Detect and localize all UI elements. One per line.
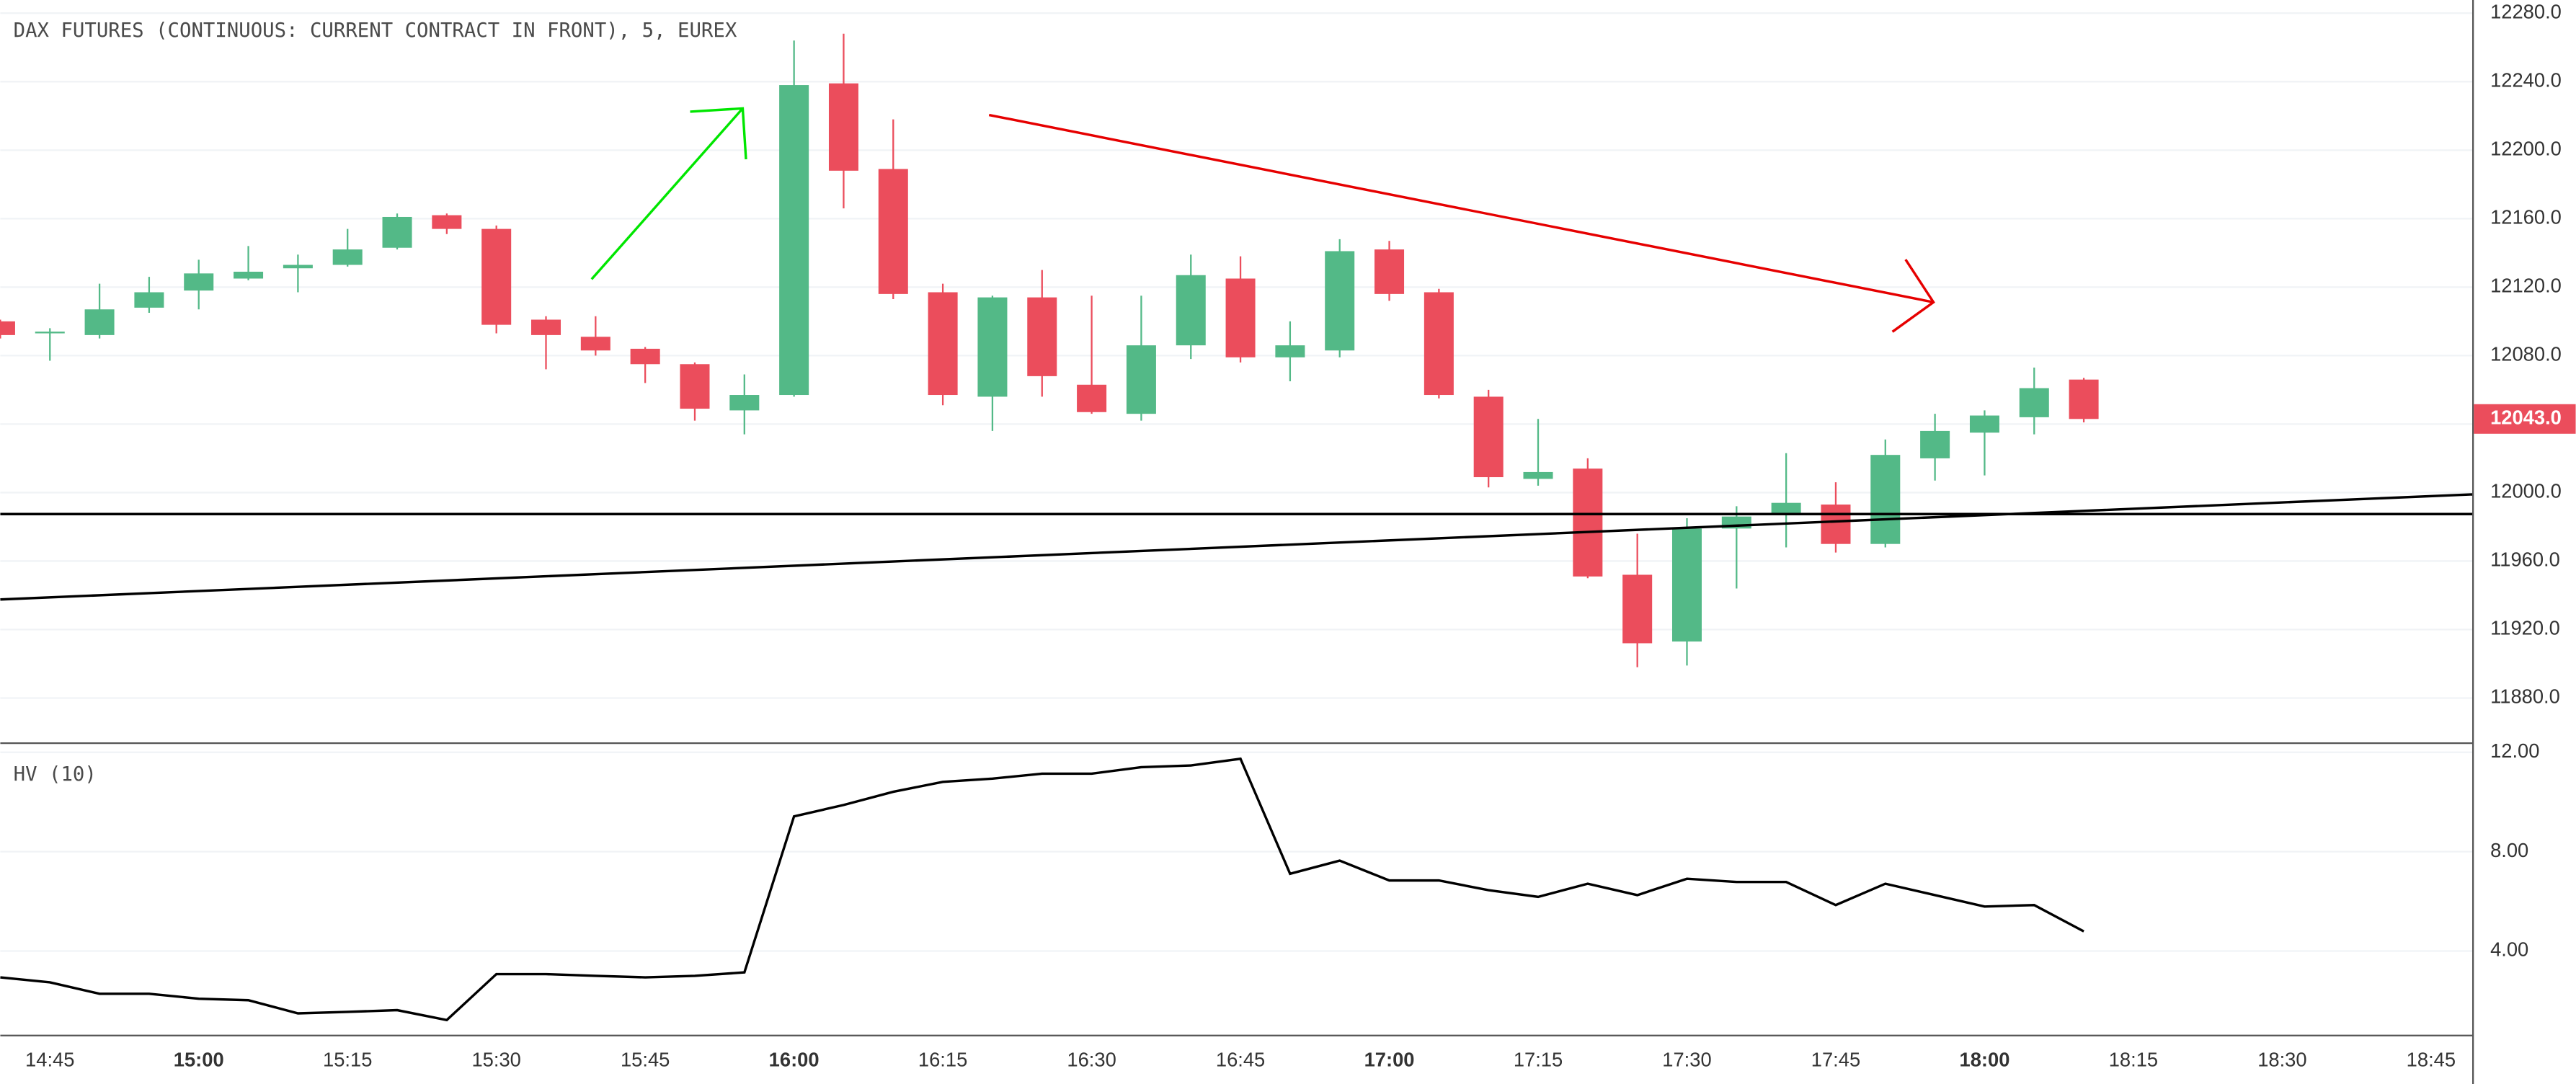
y-tick-label: 12.00 xyxy=(2490,739,2539,762)
candle-body xyxy=(1424,292,1454,396)
candle-body xyxy=(1573,468,1603,577)
last-price-marker xyxy=(2474,404,2576,434)
x-tick-label: 16:30 xyxy=(1067,1048,1116,1070)
candle-body xyxy=(382,216,412,248)
candle-body xyxy=(2019,388,2049,417)
candle-body xyxy=(1771,502,1801,513)
green-arrow-head xyxy=(690,107,747,160)
y-tick-label: 12240.0 xyxy=(2490,69,2562,92)
x-tick-label: 18:45 xyxy=(2407,1048,2456,1070)
chart-title: DAX FUTURES (CONTINUOUS: CURRENT CONTRAC… xyxy=(14,19,737,42)
candle-body xyxy=(531,319,561,335)
candle-body xyxy=(84,309,115,335)
candle-body xyxy=(1077,384,1107,412)
candle-body xyxy=(729,395,760,411)
candle-body xyxy=(1374,249,1405,294)
y-tick-label: 12160.0 xyxy=(2490,206,2562,228)
x-tick-label: 18:30 xyxy=(2257,1048,2306,1070)
candle-body xyxy=(35,332,65,334)
x-tick-label: 15:15 xyxy=(323,1048,372,1070)
last-price-label: 12043.0 xyxy=(2490,406,2562,429)
candle-body xyxy=(779,85,809,396)
candle-body xyxy=(680,364,710,409)
candle-body xyxy=(0,321,15,335)
y-tick-label: 11920.0 xyxy=(2490,617,2560,639)
y-tick-label: 12000.0 xyxy=(2490,480,2562,502)
candle-body xyxy=(283,265,313,269)
candle-body xyxy=(1969,415,1999,433)
x-tick-label: 16:15 xyxy=(918,1048,967,1070)
x-tick-label: 16:00 xyxy=(769,1048,820,1070)
candle-body xyxy=(1325,251,1355,351)
y-tick-label: 12080.0 xyxy=(2490,343,2562,365)
candle-body xyxy=(1671,528,1702,642)
candle-body xyxy=(481,228,512,325)
y-tick-label: 4.00 xyxy=(2490,938,2528,961)
candle-body xyxy=(1176,275,1206,346)
candle-body xyxy=(432,215,462,229)
x-tick-label: 14:45 xyxy=(25,1048,74,1070)
candle-body xyxy=(878,169,908,294)
y-tick-label: 8.00 xyxy=(2490,839,2528,861)
indicator-title: HV (10) xyxy=(14,763,97,786)
candle-body xyxy=(977,297,1008,397)
x-tick-label: 15:30 xyxy=(471,1048,520,1070)
candle-body xyxy=(134,292,164,308)
y-tick-label: 11880.0 xyxy=(2490,685,2560,708)
y-tick-label: 12120.0 xyxy=(2490,275,2562,297)
green-arrow xyxy=(590,107,744,280)
candle-body xyxy=(1622,574,1653,644)
candle-body xyxy=(580,337,610,351)
candle-body xyxy=(1821,505,1851,544)
x-tick-label: 15:45 xyxy=(621,1048,670,1070)
candle-body xyxy=(1920,430,1950,458)
x-tick-label: 18:00 xyxy=(1959,1048,2009,1070)
candle-body xyxy=(1473,396,1504,478)
candle-body xyxy=(828,83,858,171)
candle-body xyxy=(234,271,264,279)
candle-body xyxy=(1523,471,1553,479)
candle-body xyxy=(1126,345,1156,414)
y-tick-label: 12280.0 xyxy=(2490,1,2562,23)
candle-body xyxy=(928,292,958,396)
candle-body xyxy=(184,273,214,291)
x-tick-label: 15:00 xyxy=(174,1048,224,1070)
x-tick-label: 17:15 xyxy=(1514,1048,1563,1070)
x-tick-label: 18:15 xyxy=(2109,1048,2158,1070)
candle-body xyxy=(332,249,363,265)
x-tick-label: 17:45 xyxy=(1811,1048,1860,1070)
candle-body xyxy=(1027,297,1057,376)
trend-line xyxy=(0,493,2473,601)
hv-line xyxy=(0,757,2084,1022)
x-tick-label: 17:30 xyxy=(1662,1048,1711,1070)
axes: 14:45 15:00 15:15 15:30 15:45 16:00 16:15 16:30… xyxy=(25,1,2576,1070)
candle-body xyxy=(1275,345,1305,357)
candle-body xyxy=(1870,455,1901,544)
x-tick-label: 16:45 xyxy=(1216,1048,1265,1070)
marks xyxy=(0,33,2099,1022)
candle-body xyxy=(630,348,660,365)
candle-body xyxy=(2069,379,2099,419)
red-arrow-head xyxy=(1891,259,1935,333)
candle-body xyxy=(1225,278,1256,357)
y-tick-label: 12200.0 xyxy=(2490,138,2562,160)
y-tick-label: 11960.0 xyxy=(2490,548,2560,571)
red-arrow xyxy=(988,113,1934,303)
x-tick-label: 17:00 xyxy=(1364,1048,1415,1070)
